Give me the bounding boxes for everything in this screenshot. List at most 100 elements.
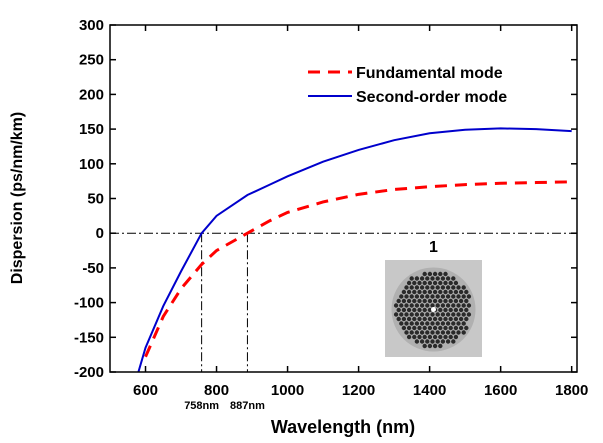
fiber-hole xyxy=(419,330,425,335)
inset-label: 1 xyxy=(429,239,438,256)
fiber-hole xyxy=(432,289,438,295)
fiber-hole xyxy=(425,321,430,326)
fiber-hole xyxy=(445,294,451,299)
fiber-hole xyxy=(432,280,438,286)
x-tick-label: 800 xyxy=(204,382,229,399)
y-tick-label: 50 xyxy=(87,191,104,208)
fiber-hole xyxy=(435,276,440,281)
fiber-hole xyxy=(464,307,469,313)
fiber-hole xyxy=(438,280,443,286)
fiber-hole xyxy=(393,303,399,308)
fiber-hole xyxy=(456,294,461,299)
fiber-hole xyxy=(443,280,448,286)
fiber-hole xyxy=(461,294,466,299)
fiber-hole xyxy=(419,339,425,344)
fiber-hole xyxy=(404,321,409,326)
fiber-hole xyxy=(417,298,422,304)
fiber-hole xyxy=(438,343,443,349)
fiber-hole xyxy=(417,325,422,331)
fiber-hole xyxy=(443,298,448,304)
y-tick-label: -50 xyxy=(82,260,104,277)
fiber-hole xyxy=(466,312,472,317)
fiber-hole xyxy=(406,307,412,313)
fiber-hole xyxy=(438,316,443,322)
fiber-hole xyxy=(438,298,443,304)
fiber-hole xyxy=(430,321,435,326)
fiber-hole xyxy=(453,325,459,331)
plot-lines xyxy=(137,127,572,372)
fiber-core xyxy=(431,307,436,312)
fiber-hole xyxy=(422,271,427,277)
fiber-hole xyxy=(432,316,438,322)
fiber-hole xyxy=(409,312,414,317)
fiber-hole xyxy=(399,321,404,326)
fiber-hole xyxy=(451,321,456,326)
fiber-hole xyxy=(396,316,401,322)
fiber-hole xyxy=(445,339,451,344)
x-tick-label: 1200 xyxy=(342,382,375,399)
series-line xyxy=(137,127,572,372)
fiber-hole xyxy=(451,285,456,290)
fiber-hole xyxy=(430,285,435,290)
fiber-hole xyxy=(464,289,469,295)
fiber-hole xyxy=(406,298,412,304)
fiber-hole xyxy=(409,330,414,335)
fiber-hole xyxy=(448,298,453,304)
fiber-hole xyxy=(419,303,425,308)
fiber-hole xyxy=(425,294,430,299)
fiber-hole xyxy=(461,321,466,326)
series-line xyxy=(144,180,572,358)
fiber-hole xyxy=(406,316,412,322)
fiber-hole xyxy=(401,289,407,295)
fiber-hole xyxy=(440,321,446,326)
fiber-hole xyxy=(396,298,401,304)
fiber-hole xyxy=(440,276,446,281)
fiber-hole xyxy=(427,334,433,340)
fiber-hole xyxy=(427,325,433,331)
fiber-hole xyxy=(427,298,433,304)
fiber-hole xyxy=(396,307,401,313)
fiber-hole xyxy=(435,330,440,335)
fiber-hole xyxy=(458,298,464,304)
fiber-hole xyxy=(401,316,407,322)
fiber-hole xyxy=(430,276,435,281)
fiber-hole xyxy=(404,285,409,290)
y-tick-label: 200 xyxy=(79,86,104,103)
fiber-hole xyxy=(414,339,420,344)
fiber-hole xyxy=(435,285,440,290)
x-axis-title: Wavelength (nm) xyxy=(271,417,415,437)
y-tick-label: 100 xyxy=(79,156,104,173)
fiber-hole xyxy=(440,312,446,317)
fiber-hole xyxy=(419,321,425,326)
fiber-hole xyxy=(461,330,466,335)
fiber-hole xyxy=(430,330,435,335)
fiber-hole xyxy=(458,307,464,313)
fiber-hole xyxy=(427,289,433,295)
x-tick-label: 600 xyxy=(133,382,158,399)
fiber-hole xyxy=(458,316,464,322)
fiber-hole xyxy=(419,276,425,281)
fiber-hole xyxy=(435,294,440,299)
fiber-hole xyxy=(409,321,414,326)
fiber-hole xyxy=(464,316,469,322)
fiber-hole xyxy=(451,276,456,281)
y-tick-label: 250 xyxy=(79,52,104,69)
fiber-hole xyxy=(401,307,407,313)
fiber-hole xyxy=(412,298,417,304)
fiber-hole xyxy=(425,303,430,308)
fiber-hole xyxy=(438,325,443,331)
fiber-hole xyxy=(414,303,420,308)
fiber-hole xyxy=(445,330,451,335)
fiber-hole xyxy=(440,303,446,308)
x-tick-label: 1800 xyxy=(555,382,588,399)
fiber-hole xyxy=(448,316,453,322)
fiber-hole xyxy=(406,325,412,331)
fiber-hole xyxy=(409,276,414,281)
fiber-hole xyxy=(422,325,427,331)
fiber-hole xyxy=(445,303,451,308)
crossing-label: 758nm xyxy=(184,400,219,412)
fiber-hole xyxy=(427,280,433,286)
fiber-hole xyxy=(453,307,459,313)
fiber-hole xyxy=(445,285,451,290)
fiber-hole xyxy=(440,294,446,299)
